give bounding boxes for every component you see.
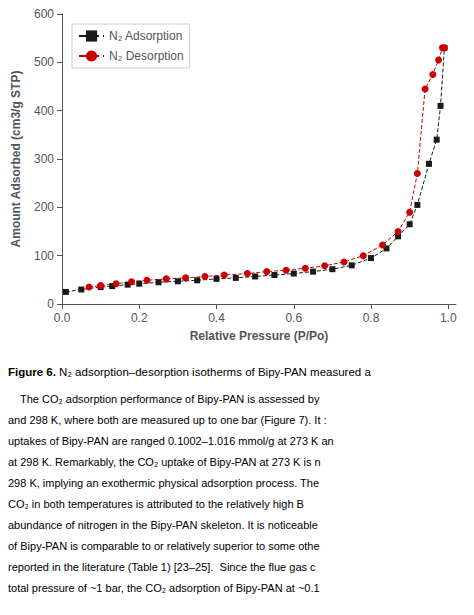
svg-text:of Bipy-PAN is comparable to o: of Bipy-PAN is comparable to or relative… xyxy=(8,540,320,552)
svg-text:100: 100 xyxy=(34,249,54,263)
svg-text:0.4: 0.4 xyxy=(208,311,225,325)
svg-text:0: 0 xyxy=(47,297,54,311)
svg-text:total pressure of ~1 bar, the: total pressure of ~1 bar, the CO₂ adsorp… xyxy=(8,582,320,594)
svg-text:N₂ adsorption–desorption isoth: N₂ adsorption–desorption isotherms of Bi… xyxy=(56,366,372,378)
svg-text:Amount Adsorbed (cm3/g STP): Amount Adsorbed (cm3/g STP) xyxy=(9,71,23,248)
svg-text:Relative Pressure (P/Po): Relative Pressure (P/Po) xyxy=(190,329,329,343)
svg-text:200: 200 xyxy=(34,200,54,214)
svg-text:1.0: 1.0 xyxy=(440,311,457,325)
svg-text:N₂ Adsorption: N₂ Adsorption xyxy=(109,29,182,43)
svg-text:600: 600 xyxy=(34,7,54,21)
svg-text:and 298 K, where both are meas: and 298 K, where both are measured up to… xyxy=(8,414,327,426)
svg-text:0.8: 0.8 xyxy=(363,311,380,325)
svg-text:N₂ Desorption: N₂ Desorption xyxy=(109,49,184,63)
svg-text:Figure 6.: Figure 6. xyxy=(8,366,56,378)
svg-text:0.6: 0.6 xyxy=(285,311,302,325)
svg-text:abundance of nitrogen in the B: abundance of nitrogen in the Bipy-PAN sk… xyxy=(8,519,318,531)
svg-text:uptakes of Bipy-PAN are ranged: uptakes of Bipy-PAN are ranged 0.1002–1.… xyxy=(8,435,334,447)
svg-text:400: 400 xyxy=(34,104,54,118)
svg-text:300: 300 xyxy=(34,152,54,166)
svg-text:298 K, implying an exothermic: 298 K, implying an exothermic physical a… xyxy=(8,477,319,489)
svg-text:CO₂ in both temperatures is at: CO₂ in both temperatures is attributed t… xyxy=(8,498,304,510)
svg-text:500: 500 xyxy=(34,55,54,69)
svg-text:The CO₂ adsorption performance: The CO₂ adsorption performance of Bipy-P… xyxy=(8,393,320,405)
svg-text:0.0: 0.0 xyxy=(54,311,71,325)
svg-text:0.2: 0.2 xyxy=(131,311,148,325)
svg-text:at 298 K. Remarkably, the CO₂: at 298 K. Remarkably, the CO₂ uptake of … xyxy=(8,456,321,468)
svg-text:reported in the literature (Ta: reported in the literature (Table 1) [23… xyxy=(8,561,316,573)
